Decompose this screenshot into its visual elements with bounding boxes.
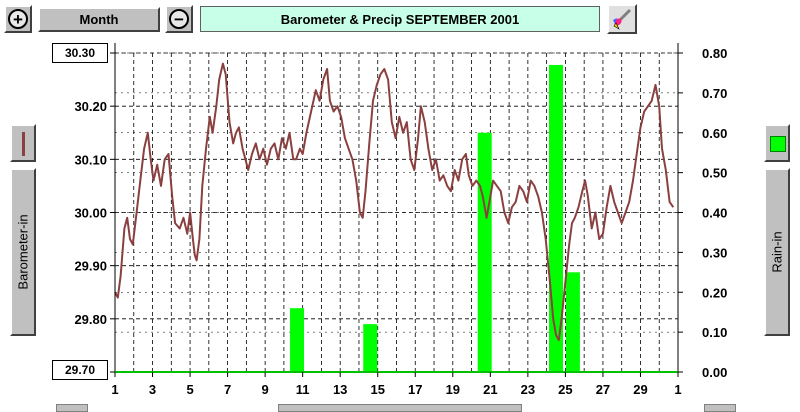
barometer-min-box: 29.70: [52, 360, 108, 380]
paint-brush-icon: [613, 8, 632, 30]
x-tick-label: 1: [111, 382, 118, 397]
right-tick-label: 0.50: [702, 166, 727, 181]
rain-bar: [477, 132, 492, 372]
x-tick-label: 15: [370, 382, 384, 397]
rain-bar: [363, 324, 378, 372]
barometer-min-value: 29.70: [64, 363, 96, 377]
rain-bar: [565, 272, 580, 372]
x-tick-label: 3: [149, 382, 156, 397]
x-tick-label: 23: [521, 382, 535, 397]
x-tick-label: 27: [596, 382, 610, 397]
barometer-max-box: 30.30: [52, 43, 108, 63]
scroll-left-stub[interactable]: [56, 404, 88, 412]
left-tick-label: 30.00: [74, 206, 107, 221]
barometer-line: [114, 62, 675, 342]
x-tick-label: 13: [333, 382, 347, 397]
x-tick-label: 21: [483, 382, 497, 397]
x-tick-label: 5: [186, 382, 193, 397]
right-tick-label: 0.80: [702, 46, 727, 61]
left-tick-label: 30.10: [74, 152, 107, 167]
left-tick-label: 29.90: [74, 259, 107, 274]
x-tick-label: 11: [296, 382, 310, 397]
right-tick-label: 0.70: [702, 86, 727, 101]
barometer-line-swatch: [22, 132, 25, 156]
x-tick-label: 29: [633, 382, 647, 397]
right-tick-label: 0.00: [702, 365, 727, 380]
chart-title: Barometer & Precip SEPTEMBER 2001: [200, 6, 600, 32]
zoom-out-button[interactable]: −: [165, 5, 193, 33]
zoom-out-icon: −: [169, 9, 189, 29]
barometer-axis-button[interactable]: Barometer-in: [10, 168, 36, 336]
right-tick-label: 0.20: [702, 285, 727, 300]
zoom-in-icon: +: [8, 9, 28, 29]
x-tick-label: 9: [262, 382, 269, 397]
chart-title-text: Barometer & Precip SEPTEMBER 2001: [280, 11, 520, 27]
rain-bar: [290, 308, 305, 372]
scrollbar-thumb[interactable]: [278, 404, 522, 412]
zoom-in-button[interactable]: +: [4, 5, 32, 33]
barometer-max-value: 30.30: [64, 46, 96, 60]
left-tick-label: 29.80: [74, 312, 107, 327]
right-tick-label: 0.10: [702, 325, 727, 340]
x-tick-label: 19: [446, 382, 460, 397]
right-tick-label: 0.30: [702, 245, 727, 260]
x-tick-label: 7: [224, 382, 231, 397]
left-tick-label: 30.20: [74, 99, 107, 114]
x-tick-label: 1: [674, 382, 681, 397]
rain-bar-swatch: [770, 136, 786, 152]
rain-axis-button[interactable]: Rain-in: [764, 168, 790, 336]
x-tick-label: 17: [408, 382, 422, 397]
period-label: Month: [79, 12, 119, 27]
paint-brush-button[interactable]: [607, 4, 637, 34]
right-tick-label: 0.60: [702, 126, 727, 141]
barometer-legend-button[interactable]: [10, 124, 36, 162]
scroll-right-stub[interactable]: [704, 404, 736, 412]
right-tick-label: 0.40: [702, 206, 727, 221]
x-tick-label: 25: [558, 382, 572, 397]
rain-bar: [549, 64, 564, 373]
rain-legend-button[interactable]: [764, 124, 790, 162]
period-button[interactable]: Month: [38, 7, 160, 32]
